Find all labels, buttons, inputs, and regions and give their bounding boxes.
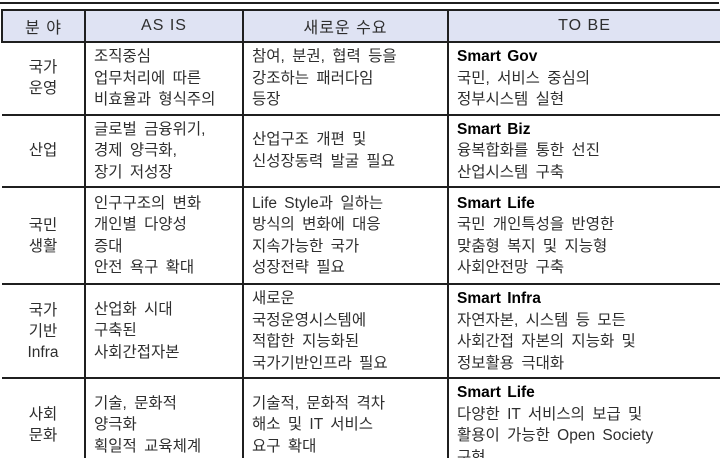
to-be-line: 사회안전망 구축: [457, 259, 565, 276]
category-line: Infra: [27, 343, 59, 361]
new-demand-line: 산업구조 개편 및: [252, 131, 367, 149]
as-is-line: 조직중심: [94, 48, 152, 65]
as-is-line: 기술, 문화적: [94, 394, 177, 412]
new-demand-line: 기술적, 문화적 격차: [252, 394, 385, 412]
as-is-cell: 기술, 문화적 양극화 획일적 교육체계: [84, 378, 243, 458]
as-is-line: 구축된: [94, 322, 137, 340]
to-be-line: 국민 개인특성을 반영한: [457, 216, 615, 233]
table-row: 국가 운영 조직중심 업무처리에 따른 비효율과 형식주의 참여, 분권, 협력…: [2, 42, 720, 116]
to-be-cell: Smart Life 다양한 IT 서비스의 보급 및 활용이 가능한 Open…: [447, 378, 720, 458]
to-be-cell: Smart Biz 융복합화를 통한 선진 산업시스템 구축: [447, 114, 720, 188]
category-line: 기반: [28, 322, 58, 340]
to-be-line: 정부시스템 실현: [457, 91, 565, 108]
to-be-line: 구현: [457, 448, 486, 458]
to-be-line: 자연자본, 시스템 등 모든: [457, 311, 626, 329]
table-row: 국가 기반 Infra 산업화 시대 구축된 사회간접자본 새로운 국정운영시스…: [2, 284, 720, 379]
as-is-line: 획일적 교육체계: [94, 437, 202, 455]
as-is-line: 경제 양극화,: [94, 142, 177, 159]
as-is-line: 사회간접자본: [94, 343, 180, 361]
new-demand-line: 신성장동력 발굴 필요: [252, 152, 395, 170]
table-row: 사회 문화 기술, 문화적 양극화 획일적 교육체계 기술적, 문화적 격차 해…: [2, 378, 720, 458]
new-demand-cell: 기술적, 문화적 격차 해소 및 IT 서비스 요구 확대: [242, 378, 448, 458]
category-line: 국민: [28, 216, 58, 234]
header-row: 분 야 AS IS 새로운 수요 TO BE: [1, 9, 720, 43]
category-cell: 국가 기반 Infra: [2, 284, 85, 379]
as-is-line: 업무처리에 따른: [94, 69, 202, 87]
new-demand-line: 성장전략 필요: [252, 259, 345, 276]
to-be-line: 정보활용 극대화: [457, 354, 565, 372]
to-be-line: 사회간접 자본의 지능화 및: [457, 333, 636, 350]
category-line: 국가: [28, 301, 58, 319]
header-as-is: AS IS: [84, 9, 243, 43]
new-demand-line: 요구 확대: [252, 437, 317, 455]
as-is-cell: 인구구조의 변화 개인별 다양성 증대 안전 욕구 확대: [84, 187, 243, 285]
category-line: 운영: [28, 80, 58, 98]
new-demand-cell: Life Style과 일하는 방식의 변화에 대응 지속가능한 국가 성장전략…: [242, 187, 448, 285]
to-be-cell: Smart Infra 자연자본, 시스템 등 모든 사회간접 자본의 지능화 …: [447, 284, 720, 379]
to-be-line: 다양한 IT 서비스의 보급 및: [457, 405, 643, 423]
as-is-line: 산업화 시대: [94, 300, 173, 318]
as-is-line: 비효율과 형식주의: [94, 91, 216, 108]
to-be-title: Smart Life: [457, 194, 535, 212]
to-be-line: 맞춤형 복지 및 지능형: [457, 237, 608, 255]
table-row: 산업 글로벌 금융위기, 경제 양극화, 장기 저성장 산업구조 개편 및 신성…: [2, 114, 720, 188]
category-cell: 국민 생활: [2, 187, 85, 285]
table-top-rule: [0, 2, 719, 4]
as-is-cell: 글로벌 금융위기, 경제 양극화, 장기 저성장: [84, 114, 243, 188]
category-line: 국가: [28, 59, 58, 77]
as-is-line: 장기 저성장: [94, 163, 173, 181]
new-demand-line: 해소 및 IT 서비스: [252, 416, 373, 434]
comparison-table: 분 야 AS IS 새로운 수요 TO BE 국가 운영 조직중심 업무처리에 …: [1, 9, 720, 458]
table-row: 국민 생활 인구구조의 변화 개인별 다양성 증대 안전 욕구 확대 Life …: [2, 187, 720, 285]
to-be-title: Smart Gov: [457, 48, 538, 65]
new-demand-line: 강조하는 패러다임: [252, 69, 374, 87]
new-demand-line: 참여, 분권, 협력 등을: [252, 48, 397, 65]
new-demand-line: 새로운: [252, 290, 295, 307]
category-cell: 국가 운영: [2, 42, 85, 116]
new-demand-line: Life Style과 일하는: [252, 194, 384, 212]
to-be-title: Smart Life: [457, 384, 535, 401]
as-is-cell: 산업화 시대 구축된 사회간접자본: [84, 284, 243, 379]
new-demand-line: 적합한 지능화된: [252, 333, 360, 350]
to-be-line: 융복합화를 통한 선진: [457, 142, 600, 159]
header-to-be: TO BE: [447, 9, 720, 43]
header-field: 분 야: [1, 9, 85, 43]
category-line: 문화: [28, 427, 58, 444]
header-new-demand: 새로운 수요: [242, 9, 448, 43]
category-line: 사회: [28, 406, 58, 423]
to-be-title: Smart Biz: [457, 120, 531, 138]
to-be-cell: Smart Life 국민 개인특성을 반영한 맞춤형 복지 및 지능형 사회안…: [447, 187, 720, 285]
new-demand-line: 등장: [252, 91, 281, 108]
new-demand-line: 지속가능한 국가: [252, 237, 360, 255]
as-is-cell: 조직중심 업무처리에 따른 비효율과 형식주의: [84, 42, 243, 116]
new-demand-cell: 참여, 분권, 협력 등을 강조하는 패러다임 등장: [242, 42, 448, 116]
as-is-line: 증대: [94, 237, 123, 255]
to-be-line: 활용이 가능한 Open Society: [457, 427, 654, 444]
category-line: 산업: [28, 142, 58, 160]
new-demand-line: 국정운영시스템에: [252, 311, 367, 329]
new-demand-line: 방식의 변화에 대응: [252, 216, 381, 233]
new-demand-line: 국가기반인프라 필요: [252, 354, 388, 372]
category-cell: 산업: [2, 114, 85, 188]
category-line: 생활: [28, 237, 58, 255]
to-be-cell: Smart Gov 국민, 서비스 중심의 정부시스템 실현: [447, 42, 720, 116]
as-is-line: 안전 욕구 확대: [94, 259, 195, 276]
as-is-line: 개인별 다양성: [94, 216, 187, 233]
new-demand-cell: 산업구조 개편 및 신성장동력 발굴 필요: [242, 114, 448, 188]
category-cell: 사회 문화: [2, 378, 85, 458]
as-is-line: 글로벌 금융위기,: [94, 120, 206, 138]
to-be-line: 국민, 서비스 중심의: [457, 69, 590, 87]
as-is-line: 인구구조의 변화: [94, 194, 202, 212]
new-demand-cell: 새로운 국정운영시스템에 적합한 지능화된 국가기반인프라 필요: [242, 284, 448, 379]
to-be-line: 산업시스템 구축: [457, 163, 565, 181]
as-is-line: 양극화: [94, 416, 137, 434]
to-be-title: Smart Infra: [457, 290, 541, 307]
